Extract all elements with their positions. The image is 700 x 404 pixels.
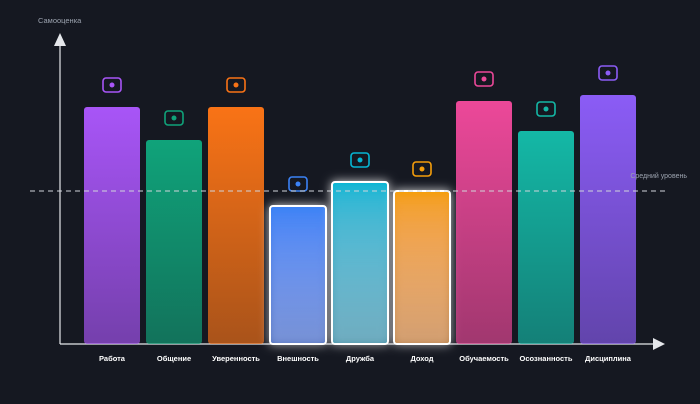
x-axis-arrow bbox=[653, 338, 665, 350]
x-tick-label: Доход bbox=[410, 354, 433, 363]
bar-icon bbox=[474, 71, 494, 87]
x-tick-label: Обучаемость bbox=[459, 354, 509, 363]
bar bbox=[393, 190, 451, 345]
bar bbox=[580, 95, 636, 344]
bar bbox=[456, 101, 512, 344]
bar-icon-dot bbox=[481, 76, 487, 82]
x-tick-label: Общение bbox=[157, 354, 191, 363]
bar-icon bbox=[598, 65, 618, 81]
x-tick-label: Дисциплина bbox=[585, 354, 632, 363]
bar bbox=[208, 107, 264, 344]
bar-icon bbox=[288, 176, 308, 192]
bar-icon bbox=[350, 152, 370, 168]
bar-icon-dot bbox=[543, 106, 549, 112]
bar bbox=[331, 181, 389, 345]
bar-icon bbox=[536, 101, 556, 117]
bar-icon-dot bbox=[419, 166, 425, 172]
bar bbox=[146, 140, 202, 344]
bar bbox=[518, 131, 574, 344]
x-tick-label: Дружба bbox=[346, 354, 375, 363]
bar-icon bbox=[102, 77, 122, 93]
bar-icon-dot bbox=[171, 115, 177, 121]
reference-label: Средний уровень bbox=[630, 172, 687, 180]
x-tick-label: Внешность bbox=[277, 354, 319, 363]
y-axis-label: Самооценка bbox=[38, 16, 82, 25]
bar bbox=[84, 107, 140, 344]
plot: Работа Общение Уверенность Внешность Дружба Д… bbox=[30, 65, 687, 363]
x-tick-label: Осознанность bbox=[520, 354, 573, 363]
bar-icon bbox=[164, 110, 184, 126]
x-tick-label: Уверенность bbox=[212, 354, 260, 363]
bar-icon-dot bbox=[357, 157, 363, 163]
bar-icon-dot bbox=[295, 181, 301, 187]
bar-icon bbox=[226, 77, 246, 93]
y-axis-arrow bbox=[54, 33, 66, 46]
bar-icon-dot bbox=[109, 82, 115, 88]
bar-icon-dot bbox=[233, 82, 239, 88]
x-tick-label: Работа bbox=[99, 354, 126, 363]
bar-icon bbox=[412, 161, 432, 177]
bar-icon-dot bbox=[605, 70, 611, 76]
bar bbox=[269, 205, 327, 345]
